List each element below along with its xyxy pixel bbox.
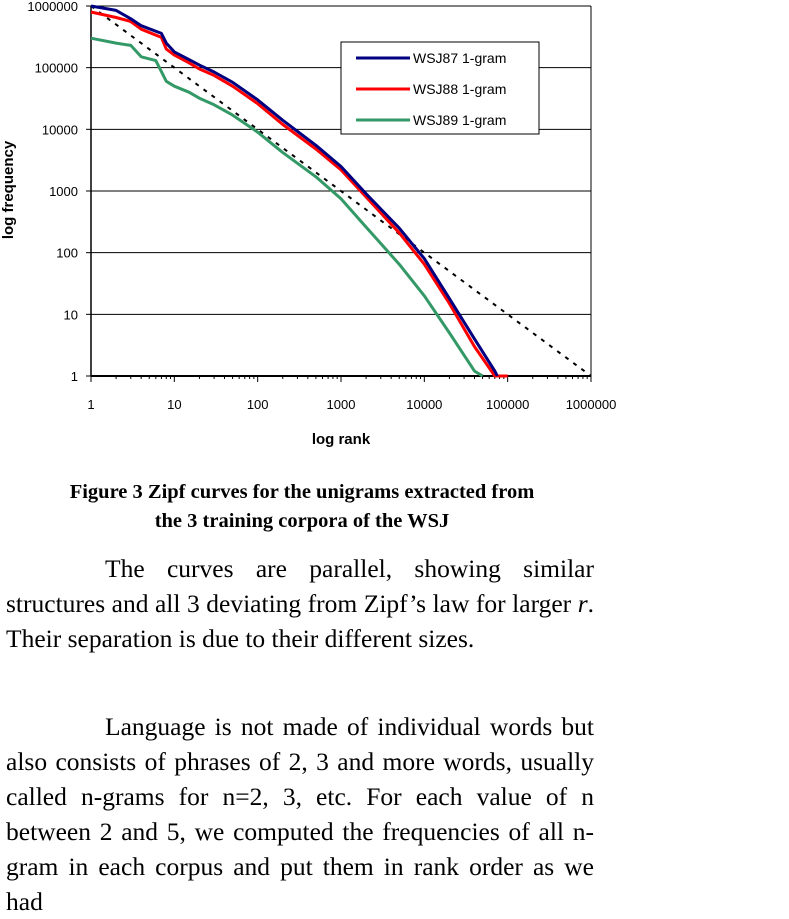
paragraph-2: Language is not made of individual words… bbox=[6, 712, 594, 916]
caption-line-1: Figure 3 Zipf curves for the unigrams ex… bbox=[69, 481, 535, 503]
y-tick-label-1000: 1000 bbox=[49, 184, 78, 199]
x-tick-label-100: 100 bbox=[247, 397, 269, 412]
paragraph-1-italic-r: r bbox=[577, 589, 588, 618]
legend-label-wsj89: WSJ89 1-gram bbox=[413, 112, 506, 128]
paragraph-1-text-a: The curves are parallel, showing similar… bbox=[6, 554, 594, 618]
legend-label-wsj87: WSJ87 1-gram bbox=[413, 50, 506, 66]
series-line-wsj87 bbox=[90, 4, 499, 377]
x-tick-label-1000000: 1000000 bbox=[566, 397, 617, 412]
paragraph-1-text-b: . Their separation is due to their diffe… bbox=[6, 589, 594, 653]
y-axis-title: log frequency bbox=[0, 140, 17, 239]
chart-series bbox=[90, 4, 592, 378]
x-tick-label-10000: 10000 bbox=[406, 397, 442, 412]
y-tick-label-1000000: 1000000 bbox=[27, 0, 78, 14]
y-tick-label-10000: 10000 bbox=[42, 122, 78, 137]
series-line-wsj89 bbox=[90, 36, 484, 378]
chart-legend: WSJ87 1-gram WSJ88 1-gram WSJ89 1-gram bbox=[340, 41, 540, 135]
caption-line-2: the 3 training corpora of the WSJ bbox=[154, 510, 450, 532]
figure-caption: Figure 3 Zipf curves for the unigrams ex… bbox=[6, 478, 598, 536]
tick-labels: 1 10 100 1000 10000 100000 1000000 1 10 100 1000 10… bbox=[27, 0, 616, 412]
x-tick-label-10: 10 bbox=[167, 397, 181, 412]
x-tick-label-1: 1 bbox=[87, 397, 94, 412]
x-axis-title: log rank bbox=[312, 431, 371, 448]
series-line-wsj88 bbox=[90, 10, 508, 378]
zipf-chart: 1 10 100 1000 10000 100000 1000000 1 10 100 1000 10… bbox=[0, 0, 616, 448]
legend-label-wsj88: WSJ88 1-gram bbox=[413, 81, 506, 97]
y-tick-label-100: 100 bbox=[56, 246, 78, 261]
x-tick-label-1000: 1000 bbox=[327, 397, 356, 412]
zipf-reference-line bbox=[90, 5, 592, 377]
paragraph-1: The curves are parallel, showing similar… bbox=[6, 551, 594, 656]
y-tick-label-1: 1 bbox=[71, 369, 78, 384]
y-tick-label-100000: 100000 bbox=[35, 61, 78, 76]
y-tick-label-10: 10 bbox=[64, 307, 78, 322]
x-tick-label-100000: 100000 bbox=[486, 397, 529, 412]
